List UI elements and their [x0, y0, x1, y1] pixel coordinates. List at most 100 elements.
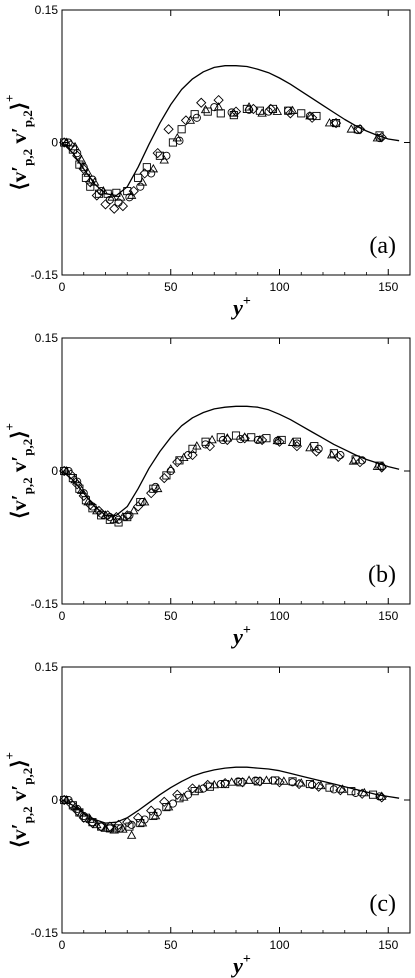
x-tick-label: 0 [59, 280, 66, 294]
point-diamond [187, 449, 198, 461]
y-label-bracket-close: ⟩ [7, 430, 31, 438]
y-label-sup: + [2, 95, 17, 102]
y-label-var-1: v′ [7, 166, 31, 182]
point-circle [79, 163, 88, 172]
y-label-bracket-open: ⟨ [7, 511, 31, 519]
point-diamond [376, 132, 387, 143]
point-diamond [265, 103, 276, 115]
point-triangle [83, 168, 93, 177]
series-diamond [59, 94, 387, 214]
point-diamond [65, 469, 76, 480]
point-circle [79, 489, 88, 498]
point-square [203, 107, 212, 116]
point-triangle [150, 810, 161, 820]
x-axis-label-main: y [230, 953, 243, 978]
point-circle [329, 785, 338, 794]
point-triangle [89, 177, 100, 186]
point-circle [292, 439, 301, 448]
point-circle [251, 776, 260, 785]
point-circle [329, 119, 338, 128]
point-circle [73, 149, 82, 158]
point-triangle [179, 452, 189, 462]
point-triangle [257, 108, 267, 117]
point-diamond [78, 163, 89, 175]
point-diamond [313, 781, 324, 792]
point-square [123, 513, 132, 522]
point-diamond [213, 94, 224, 106]
point-diamond [78, 812, 89, 823]
point-diamond [91, 190, 102, 201]
point-circle [168, 799, 177, 808]
series-line [61, 405, 400, 516]
point-triangle [207, 434, 217, 444]
point-circle [105, 824, 114, 833]
point-diamond [285, 108, 296, 119]
x-tick-label: 0 [59, 609, 66, 623]
point-diamond [172, 789, 183, 800]
point-diamond [204, 441, 216, 452]
point-diamond [122, 817, 133, 828]
point-triangle [76, 155, 87, 164]
y-tick-label: -0.15 [31, 597, 59, 611]
series-triangle [61, 775, 387, 839]
point-square [105, 515, 114, 524]
y-label-sub-2: p,2 [20, 110, 35, 127]
point-triangle [137, 817, 148, 827]
series-circle [64, 435, 386, 524]
point-circle [236, 435, 245, 444]
point-triangle [348, 456, 359, 465]
point-diamond [72, 479, 83, 490]
series-diamond [59, 776, 387, 832]
point-square [60, 466, 69, 476]
y-tick-label: -0.15 [31, 268, 59, 282]
plot-frame [61, 337, 411, 605]
point-triangle [287, 105, 298, 115]
point-diamond [291, 441, 303, 452]
point-diamond [333, 451, 344, 462]
point-circle [218, 435, 227, 445]
point-diamond [113, 819, 124, 830]
point-triangle [100, 823, 111, 832]
point-diamond [196, 97, 207, 108]
series-diamond [59, 433, 387, 523]
x-axis-label-sup: + [243, 294, 251, 309]
y-axis-label: ⟨v′p,2 v′p,2⟩+ [2, 752, 35, 848]
point-square [177, 125, 186, 134]
y-label-sup: + [2, 423, 17, 430]
series-square [60, 104, 384, 198]
point-square [297, 109, 306, 118]
point-square [112, 188, 121, 197]
y-tick-label: 0.15 [35, 660, 59, 674]
y-label-sub-2: p,2 [20, 439, 35, 456]
y-tick-label: 0.15 [35, 3, 59, 17]
plot-frame [61, 9, 411, 276]
point-diamond [139, 168, 150, 179]
point-diamond [239, 433, 250, 444]
y-tick-label: -0.15 [31, 926, 59, 940]
point-diamond [128, 185, 139, 197]
point-diamond [146, 805, 157, 816]
y-tick-label: 0.15 [35, 331, 59, 345]
x-tick-label: 100 [269, 609, 289, 623]
point-circle [73, 804, 82, 813]
point-diamond [59, 794, 70, 806]
point-triangle [185, 115, 196, 124]
point-square [262, 434, 271, 443]
point-diamond [311, 446, 322, 457]
series-line [61, 65, 400, 197]
point-circle [192, 113, 201, 122]
y-axis-label: ⟨v′p,2 v′p,2⟩+ [2, 95, 35, 191]
point-square [312, 111, 321, 121]
point-diamond [87, 817, 98, 829]
panel-label: (a) [369, 233, 396, 259]
y-label-sub-1: p,2 [20, 149, 35, 166]
y-label-sub-1: p,2 [20, 477, 35, 494]
point-circle [253, 435, 262, 445]
point-triangle [179, 792, 189, 801]
point-diamond [219, 778, 231, 789]
point-circle [166, 466, 175, 476]
point-diamond [65, 140, 76, 151]
point-square [81, 813, 90, 822]
